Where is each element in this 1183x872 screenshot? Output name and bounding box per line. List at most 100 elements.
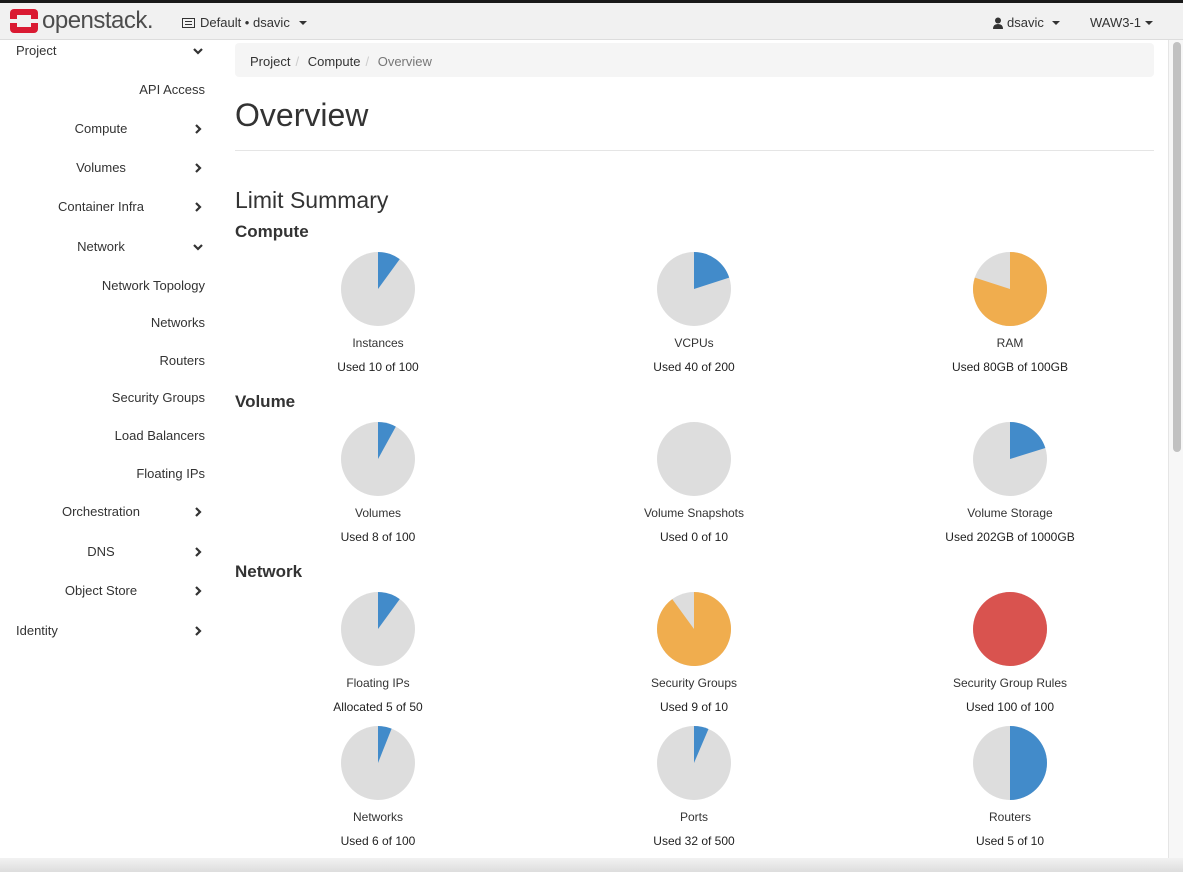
region-name: WAW3-1	[1090, 15, 1142, 30]
pie-chart	[341, 592, 415, 666]
limit-chart-routers: Routers Used 5 of 10	[890, 726, 1130, 848]
pie-chart	[973, 726, 1047, 800]
limit-chart-vcpus: VCPUs Used 40 of 200	[574, 252, 814, 374]
sidebar-item-container-infra[interactable]: Container Infra	[58, 199, 144, 214]
limit-chart-networks: Networks Used 6 of 100	[258, 726, 498, 848]
pie-used-slice	[1010, 726, 1047, 800]
chevron-right-icon[interactable]	[193, 586, 203, 596]
scrollbar-thumb[interactable]	[1173, 42, 1181, 452]
group-heading-volume: Volume	[235, 392, 296, 411]
group-heading-compute: Compute	[235, 222, 309, 241]
chart-usage-text: Used 6 of 100	[340, 834, 416, 848]
chart-usage-text: Used 80GB of 100GB	[951, 360, 1069, 374]
chart-label: Volume Storage	[967, 506, 1053, 520]
sidebar-item-api-access[interactable]: API Access	[139, 82, 205, 97]
pie-used-slice	[378, 726, 392, 763]
sidebar-item-network[interactable]: Network	[77, 239, 125, 254]
breadcrumb: Project / Compute / Overview	[235, 43, 1154, 77]
project-selector[interactable]: Default • dsavic	[182, 15, 307, 30]
chevron-right-icon[interactable]	[193, 547, 203, 557]
caret-down-icon	[298, 20, 307, 25]
sidebar-item-security-groups[interactable]: Security Groups	[111, 390, 205, 405]
chart-usage-text: Used 40 of 200	[653, 360, 735, 374]
chevron-right-icon[interactable]	[193, 124, 203, 134]
sidebar-item-identity[interactable]: Identity	[16, 623, 58, 638]
chart-usage-text: Used 9 of 10	[659, 700, 729, 714]
chart-usage-text: Used 8 of 100	[340, 530, 416, 544]
chevron-down-icon[interactable]	[193, 46, 203, 56]
breadcrumb-overview: Overview	[377, 54, 432, 69]
chart-usage-text: Used 100 of 100	[965, 700, 1055, 714]
chart-label: Security Groups	[650, 676, 738, 690]
chart-usage-text: Used 0 of 10	[659, 530, 729, 544]
pie-chart	[657, 252, 731, 326]
sidebar-item-networks[interactable]: Networks	[150, 315, 205, 330]
chart-usage-text: Used 10 of 100	[337, 360, 419, 374]
limit-chart-volumes: Volumes Used 8 of 100	[258, 422, 498, 544]
sidebar-item-orchestration[interactable]: Orchestration	[61, 504, 141, 519]
pie-used-slice	[378, 592, 400, 629]
chart-label: Ports	[679, 810, 708, 824]
scrollbar[interactable]	[1168, 40, 1183, 860]
limit-summary-heading: Limit Summary	[235, 187, 389, 213]
brand-text: openstack.	[42, 7, 154, 34]
top-navbar: openstack. Default • dsavic dsavic WAW3-…	[0, 0, 1183, 40]
chevron-right-icon[interactable]	[193, 507, 203, 517]
chart-usage-text: Allocated 5 of 50	[333, 700, 423, 714]
limit-chart-security-group-rules: Security Group Rules Used 100 of 100	[890, 592, 1130, 714]
pie-chart	[973, 592, 1047, 666]
limit-chart-volume-snapshots: Volume Snapshots Used 0 of 10	[574, 422, 814, 544]
sidebar-item-object-store[interactable]: Object Store	[64, 583, 138, 598]
pie-chart	[341, 422, 415, 496]
sidebar-item-volumes[interactable]: Volumes	[76, 160, 126, 175]
pie-chart	[341, 252, 415, 326]
breadcrumb-project[interactable]: Project	[250, 54, 291, 69]
breadcrumb-compute[interactable]: Compute	[307, 54, 361, 69]
pie-used-slice	[694, 252, 730, 289]
chart-usage-text: Used 5 of 10	[975, 834, 1045, 848]
chart-label: Instances	[352, 336, 404, 350]
sidebar-item-dns[interactable]: DNS	[87, 544, 115, 559]
pie-background	[657, 422, 731, 496]
sidebar-item-floating-ips[interactable]: Floating IPs	[136, 466, 205, 481]
openstack-logo[interactable]: openstack.	[10, 7, 154, 34]
pie-used-slice	[378, 252, 400, 289]
pie-used-slice	[1010, 422, 1046, 459]
chart-label: Networks	[352, 810, 403, 824]
limit-chart-ram: RAM Used 80GB of 100GB	[890, 252, 1130, 374]
user-menu[interactable]: dsavic	[993, 15, 1060, 30]
chevron-down-icon[interactable]	[193, 242, 203, 252]
chart-label: Volume Snapshots	[643, 506, 745, 520]
sidebar-item-project[interactable]: Project	[16, 43, 57, 58]
pie-chart	[341, 726, 415, 800]
page-title: Overview	[235, 97, 369, 133]
limit-chart-ports: Ports Used 32 of 500	[574, 726, 814, 848]
group-heading-network: Network	[235, 562, 303, 581]
window-bottom-edge	[0, 858, 1183, 872]
sidebar-item-network-topology[interactable]: Network Topology	[101, 278, 205, 293]
pie-used-slice	[657, 592, 731, 666]
sidebar-item-load-balancers[interactable]: Load Balancers	[114, 428, 205, 443]
chevron-right-icon[interactable]	[193, 202, 203, 212]
limit-chart-instances: Instances Used 10 of 100	[258, 252, 498, 374]
chevron-right-icon[interactable]	[193, 626, 203, 636]
chart-label: Floating IPs	[346, 676, 410, 690]
user-icon	[993, 17, 1003, 29]
caret-down-icon	[1145, 20, 1154, 25]
pie-used-slice	[973, 592, 1047, 666]
chart-label: Volumes	[354, 506, 402, 520]
sidebar-item-routers[interactable]: Routers	[159, 353, 205, 368]
pie-chart	[657, 726, 731, 800]
divider	[235, 150, 1154, 151]
pie-chart	[657, 422, 731, 496]
pie-used-slice	[694, 726, 709, 763]
pie-used-slice	[378, 422, 396, 459]
caret-down-icon	[1051, 20, 1060, 25]
sidebar-item-compute[interactable]: Compute	[74, 121, 128, 136]
chart-label: Security Group Rules	[952, 676, 1068, 690]
chevron-right-icon[interactable]	[193, 163, 203, 173]
region-menu[interactable]: WAW3-1	[1090, 15, 1154, 30]
user-name: dsavic	[1007, 15, 1044, 30]
chart-usage-text: Used 32 of 500	[653, 834, 735, 848]
limit-chart-floating-ips: Floating IPs Allocated 5 of 50	[258, 592, 498, 714]
